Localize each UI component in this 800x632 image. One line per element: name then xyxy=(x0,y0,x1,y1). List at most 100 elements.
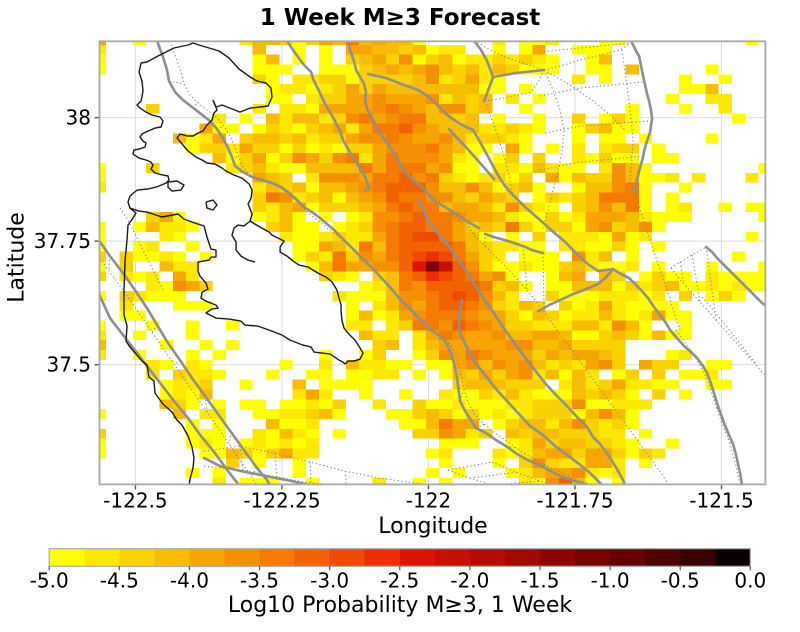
heatmap-cell xyxy=(665,172,679,183)
heatmap-cell xyxy=(439,113,453,124)
heatmap-cell xyxy=(439,271,453,282)
heatmap-cell xyxy=(585,448,599,459)
heatmap-cell xyxy=(598,438,613,449)
heatmap-cell xyxy=(252,41,266,45)
heatmap-cell xyxy=(479,359,493,370)
heatmap-cell xyxy=(372,192,386,203)
heatmap-cell xyxy=(532,222,546,232)
heatmap-cell xyxy=(412,182,426,193)
heatmap-cell xyxy=(279,399,293,410)
heatmap-cell xyxy=(159,261,173,272)
heatmap-cell xyxy=(345,310,360,321)
heatmap-cell xyxy=(385,261,400,272)
heatmap-cell xyxy=(652,389,666,400)
heatmap-cell xyxy=(372,330,386,341)
heatmap-cell xyxy=(665,202,679,213)
heatmap-cell xyxy=(385,54,400,65)
heatmap-cell xyxy=(505,290,519,301)
fault-zone-outline xyxy=(543,69,626,131)
heatmap-cell xyxy=(612,290,626,301)
fault-zone-outline xyxy=(470,471,517,479)
heatmap-cell xyxy=(479,222,493,232)
heatmap-cell xyxy=(319,153,333,163)
heatmap-cell xyxy=(625,192,639,203)
heatmap-cell xyxy=(465,271,480,282)
heatmap-cell xyxy=(319,212,333,223)
heatmap-cell xyxy=(412,64,426,75)
heatmap-cell xyxy=(439,64,453,75)
heatmap-cell xyxy=(558,359,573,370)
heatmap-cell xyxy=(718,94,733,104)
heatmap-cell xyxy=(452,261,466,272)
heatmap-cell xyxy=(199,123,213,134)
heatmap-cell xyxy=(479,310,493,321)
heatmap-cell xyxy=(412,133,426,144)
heatmap-cell xyxy=(598,281,613,291)
heatmap-cell xyxy=(572,310,586,321)
heatmap-cell xyxy=(425,468,440,479)
heatmap-cell xyxy=(585,409,599,419)
heatmap-cell xyxy=(425,143,440,154)
heatmap-cell xyxy=(359,290,373,301)
heatmap-cell xyxy=(146,241,160,252)
coastline xyxy=(205,199,218,211)
heatmap-cell xyxy=(372,350,386,360)
heatmap-cell xyxy=(412,113,426,124)
heatmap-cell xyxy=(558,369,573,380)
heatmap-cell xyxy=(99,448,107,459)
heatmap-cell xyxy=(612,202,626,213)
heatmap-cell xyxy=(665,330,679,341)
heatmap-cell xyxy=(239,41,253,45)
heatmap-cell xyxy=(385,113,400,124)
heatmap-cell xyxy=(625,123,639,134)
heatmap-cell xyxy=(319,409,333,419)
heatmap-cell xyxy=(678,212,693,223)
heatmap-cell xyxy=(292,153,306,163)
heatmap-cell xyxy=(385,153,400,163)
heatmap-cell xyxy=(199,409,213,419)
heatmap-cell xyxy=(545,428,559,439)
heatmap-cell xyxy=(479,409,493,419)
heatmap-cell xyxy=(345,320,360,331)
heatmap-cell xyxy=(558,172,573,183)
heatmap-cell xyxy=(652,300,666,311)
heatmap-cell xyxy=(705,84,719,95)
heatmap-cell xyxy=(359,64,373,75)
heatmap-cell xyxy=(505,222,519,232)
heatmap-cell xyxy=(665,281,679,291)
heatmap-cell xyxy=(439,330,453,341)
x-tick-label: -122.5 xyxy=(103,489,167,513)
heatmap-cell xyxy=(492,310,506,321)
heatmap-cell xyxy=(492,409,506,419)
heatmap-cell xyxy=(545,359,559,370)
heatmap-cell xyxy=(292,84,306,95)
heatmap-cell xyxy=(505,448,519,459)
heatmap-cell xyxy=(439,143,453,154)
heatmap-cell xyxy=(638,320,653,331)
heatmap-cell xyxy=(345,379,360,390)
heatmap-cell xyxy=(718,271,733,282)
colorbar-label: Log10 Probability M≥3, 1 Week xyxy=(227,593,573,618)
heatmap-cell xyxy=(452,153,466,163)
fault-line xyxy=(155,41,589,485)
heatmap-cell xyxy=(372,359,386,370)
heatmap-cell xyxy=(212,428,227,439)
heatmap-cell xyxy=(452,468,466,479)
heatmap-cell xyxy=(505,172,519,183)
heatmap-cell xyxy=(332,84,346,95)
heatmap-cell xyxy=(585,359,599,370)
heatmap-cell xyxy=(518,251,533,262)
heatmap-cell xyxy=(518,359,533,370)
heatmap-cell xyxy=(612,330,626,341)
fault-line xyxy=(417,198,627,485)
heatmap-cell xyxy=(239,478,253,485)
heatmap-cell xyxy=(572,350,586,360)
heatmap-cell xyxy=(439,123,453,134)
heatmap-cell xyxy=(598,44,613,55)
heatmap-cell xyxy=(585,231,599,242)
heatmap-cell xyxy=(505,438,519,449)
heatmap-cell xyxy=(518,478,533,485)
heatmap-cell xyxy=(518,340,533,351)
heatmap-cell xyxy=(372,113,386,124)
heatmap-cell xyxy=(146,320,160,331)
